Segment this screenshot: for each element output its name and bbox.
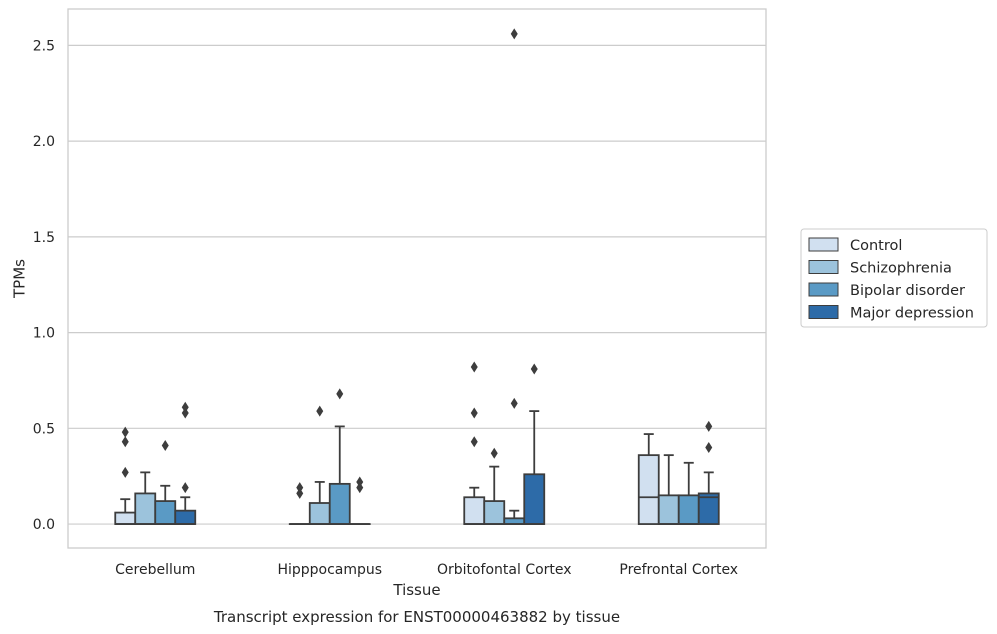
y-tick-label: 1.5 [33,230,55,246]
outlier-point [530,363,538,375]
legend-label: Control [850,238,902,254]
legend-swatch [808,282,839,297]
box-group [308,405,331,525]
box [523,473,546,525]
box [308,502,331,525]
y-axis-title: TPMs [11,259,29,299]
outlier-point [296,482,304,494]
y-tick-label: 1.0 [33,326,55,342]
outlier-point [470,436,478,448]
outlier-point [181,401,189,413]
outlier-point [356,482,364,494]
box-group [114,426,137,525]
legend-label: Schizophrenia [850,261,952,277]
boxes [114,28,720,525]
outlier-point [490,447,498,459]
box [463,496,486,525]
box-group [697,420,720,525]
y-tick-label: 2.5 [33,38,55,54]
outlier-point [356,476,364,488]
box [637,454,660,525]
x-tick-label: Hipppocampus [277,562,382,578]
x-tick-label: Cerebellum [115,562,195,578]
outlier-point [121,426,129,438]
y-tick-label: 2.0 [33,134,55,150]
box-group [174,401,197,525]
legend-label: Bipolar disorder [850,283,965,299]
x-axis-ticks: Cerebellum Hipppocampus Orbitofontal Corte… [115,562,738,578]
box-group [637,433,660,525]
box-group [677,461,700,525]
outlier-point [296,487,304,499]
outlier-point [336,388,344,400]
box-group [154,440,177,525]
box [657,494,680,525]
x-tick-label: Prefrontal Cortex [619,562,738,578]
legend-swatch [808,260,839,274]
box-group [483,447,506,525]
outlier-point [121,436,129,448]
box [328,482,351,525]
legend-label: Major depression [850,306,974,322]
outlier-point [316,405,324,417]
box-group [523,363,546,525]
outlier-point [181,482,189,494]
box [154,500,177,525]
y-axis-ticks: 0.0 0.5 1.0 1.5 2.0 2.5 [33,38,55,533]
outlier-point [705,420,713,432]
gridlines [68,44,766,525]
outlier-point [705,441,713,453]
box-group [328,388,351,525]
box-group [134,471,157,525]
box [677,494,700,525]
box [114,511,137,525]
y-tick-label: 0.5 [33,421,55,437]
x-axis-title: Tissue [392,581,440,599]
chart-title: Transcript expression for ENST0000046388… [213,608,620,626]
outlier-point [510,397,518,409]
outlier-point [470,361,478,373]
outlier-point [181,407,189,419]
box-group [657,454,680,525]
box-group [463,361,486,525]
box [483,500,506,525]
legend-swatch [808,305,839,319]
legend-frame [800,228,988,328]
legend: Control Schizophrenia Bipolar disorder Majo… [800,228,988,328]
box-group [288,482,311,525]
box-group [348,476,371,525]
box-group [503,28,526,525]
x-tick-label: Orbitofontal Cortex [437,562,572,578]
outlier-point [470,407,478,419]
outlier-point [510,28,518,40]
box [697,492,720,525]
y-tick-label: 0.0 [33,517,55,533]
outlier-point [161,440,169,452]
outlier-point [121,466,129,478]
box [134,492,157,525]
plot-frame [67,8,767,549]
legend-swatch [808,237,839,252]
box [174,509,197,525]
